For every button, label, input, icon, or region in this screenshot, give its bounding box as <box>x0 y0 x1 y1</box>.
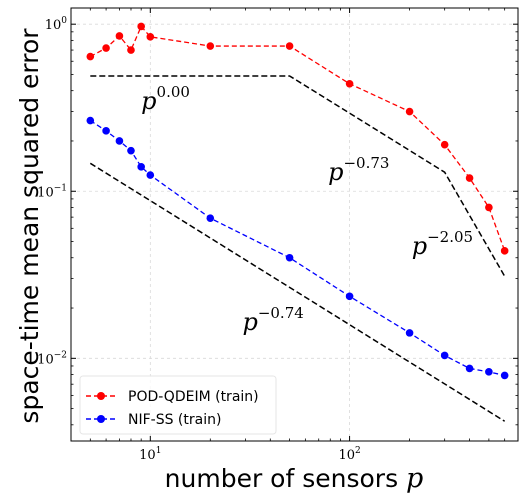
data-point-pod-qdeim-train <box>127 46 135 54</box>
legend-label-nif-ss: NIF-SS (train) <box>128 412 221 428</box>
plot-frame <box>70 7 519 442</box>
data-point-pod-qdeim-train <box>206 42 215 50</box>
y-tick-label: 10−1 <box>37 183 67 200</box>
data-point-nif-ss-train <box>146 171 155 179</box>
legend: POD-QDEIM (train) NIF-SS (train) <box>79 375 277 435</box>
data-point-nif-ss-train <box>405 329 414 337</box>
data-point-nif-ss-train <box>137 163 145 171</box>
x-tick-label: 102 <box>338 446 360 463</box>
series-line-nif-ss-train <box>89 120 505 377</box>
annotations: p0.00 p−0.73 p−2.05 p−0.74 <box>141 83 473 336</box>
slope-annotation-4: p−0.74 <box>242 304 303 336</box>
y-tick-label: 10−2 <box>37 350 67 367</box>
data-point-pod-qdeim-train <box>465 174 474 182</box>
x-tick-label: 101 <box>139 446 161 463</box>
legend-label-pod-qdeim: POD-QDEIM (train) <box>128 389 259 405</box>
data-point-nif-ss-train <box>500 371 509 380</box>
axis-ticks: 101 102 10−2 10−1 100 <box>37 8 519 463</box>
y-tick-label: 100 <box>45 16 68 33</box>
data-point-nif-ss-train <box>285 253 294 262</box>
data-point-pod-qdeim-train <box>345 79 354 88</box>
legend-marker-pod-qdeim <box>97 392 105 400</box>
slope-annotation-3: p−2.05 <box>412 228 473 260</box>
series-group <box>86 22 509 380</box>
x-axis-title-text: number of sensors <box>165 464 406 493</box>
data-point-pod-qdeim-train <box>137 22 145 31</box>
legend-box <box>79 375 277 435</box>
data-point-pod-qdeim-train <box>102 44 110 52</box>
data-point-nif-ss-train <box>440 351 449 360</box>
data-point-nif-ss-train <box>127 146 135 155</box>
legend-marker-nif-ss <box>97 415 105 423</box>
data-point-nif-ss-train <box>465 364 474 373</box>
data-point-nif-ss-train <box>102 127 110 135</box>
series-line-pod-qdeim-train <box>90 25 506 252</box>
data-point-nif-ss-train <box>206 214 215 222</box>
data-point-pod-qdeim-train <box>440 140 449 149</box>
x-axis-title: number of sensors p <box>165 463 424 494</box>
data-point-pod-qdeim-train <box>405 107 414 116</box>
reference-lines <box>89 75 506 422</box>
data-point-pod-qdeim-train <box>86 52 95 61</box>
y-axis-title: space-time mean squared error <box>15 28 44 424</box>
data-point-pod-qdeim-train <box>285 42 294 50</box>
data-point-pod-qdeim-train <box>485 203 493 212</box>
data-point-nif-ss-train <box>115 137 124 145</box>
reference-line-1 <box>90 75 506 277</box>
data-point-nif-ss-train <box>345 292 354 301</box>
slope-annotation-2: p−0.73 <box>328 154 389 186</box>
x-axis-title-variable: p <box>406 463 423 494</box>
data-point-pod-qdeim-train <box>146 33 155 41</box>
reference-line-2 <box>89 162 506 422</box>
slope-annotation-1: p0.00 <box>141 83 190 115</box>
data-point-pod-qdeim-train <box>115 32 124 40</box>
data-point-nif-ss-train <box>86 116 95 125</box>
data-point-pod-qdeim-train <box>500 247 509 255</box>
data-point-nif-ss-train <box>485 368 493 376</box>
